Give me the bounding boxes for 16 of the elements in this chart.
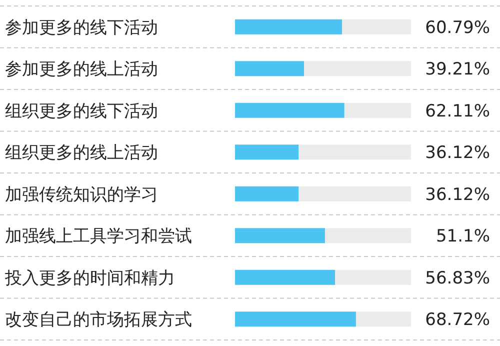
y-tick-label: 参加更多的线下活动 <box>5 18 158 38</box>
y-tick-label: 加强传统知识的学习 <box>5 184 158 205</box>
data-label: 39.21% <box>425 60 490 80</box>
data-label: 68.72% <box>425 310 490 330</box>
data-label: 36.12% <box>425 184 490 205</box>
data-label: 60.79% <box>425 18 490 38</box>
y-tick-label: 投入更多的时间和精力 <box>4 268 175 288</box>
data-label: 36.12% <box>425 143 490 164</box>
data-label: 62.11% <box>425 101 490 122</box>
data-label: 56.83% <box>425 268 490 288</box>
data-label: 51.1% <box>436 226 490 247</box>
y-tick-label: 组织更多的线下活动 <box>5 101 158 122</box>
y-tick-label: 参加更多的线上活动 <box>5 60 158 80</box>
y-tick-label: 改变自己的市场拓展方式 <box>5 310 192 330</box>
y-tick-label: 组织更多的线上活动 <box>5 143 158 164</box>
y-tick-label: 加强线上工具学习和尝试 <box>5 226 192 247</box>
